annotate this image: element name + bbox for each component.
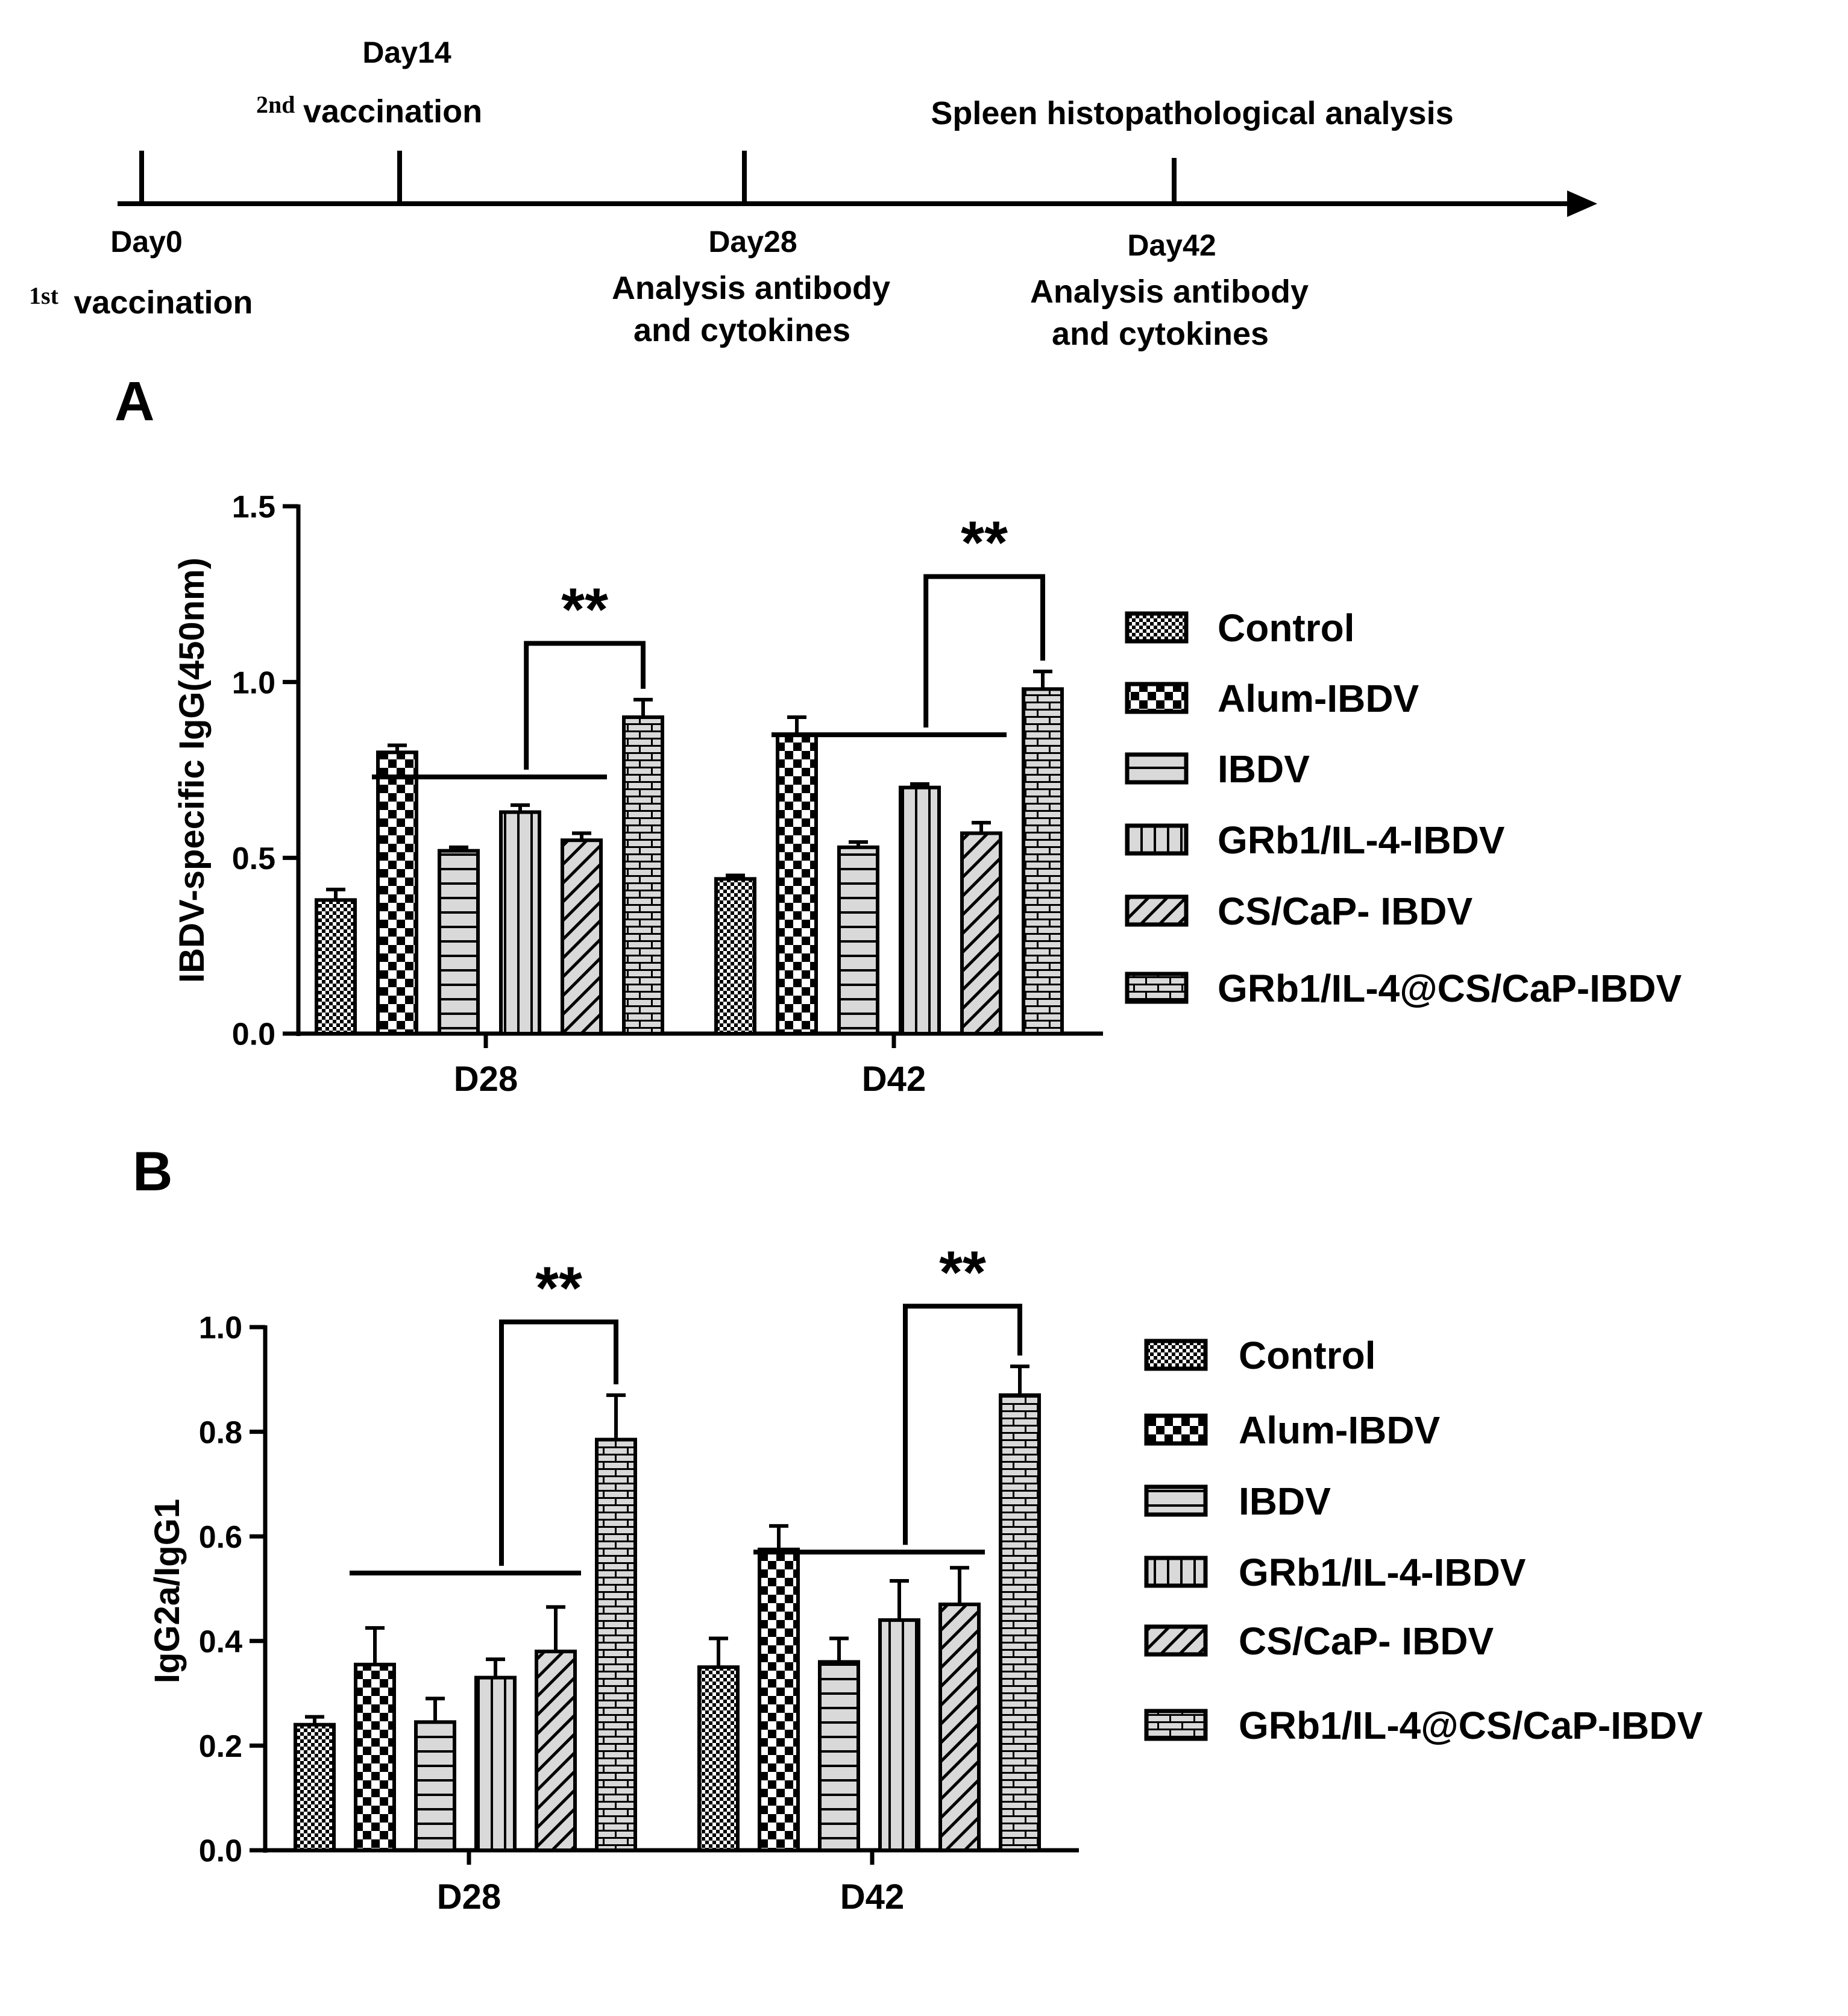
day14-label: Day14 [362, 36, 451, 69]
spleen-analysis-label: Spleen histopathological analysis [931, 95, 1453, 131]
chart-b-bar [294, 1722, 336, 1852]
chart-b-legend-label: Alum-IBDV [1239, 1408, 1441, 1452]
day42-label: Day42 [1127, 228, 1216, 262]
day14-superscript: 2nd [256, 91, 295, 118]
chart-a-legend-label: Alum-IBDV [1218, 677, 1419, 720]
chart-b-legend-swatch [1144, 1413, 1208, 1446]
chart-b-significance-label: ** [939, 1239, 986, 1306]
chart-a-bar [499, 810, 541, 1035]
chart-b-bar [878, 1618, 920, 1853]
chart-b-significance-label: ** [535, 1254, 582, 1322]
chart-b-legend-swatch [1144, 1709, 1208, 1741]
day14-vaccination: 2nd vaccination [256, 84, 482, 130]
chart-a-legend-swatch [1125, 823, 1189, 856]
chart-a-bar [1022, 687, 1064, 1036]
chart-a-legend-swatch [1125, 894, 1189, 927]
chart-b-bar [697, 1665, 740, 1852]
day0-superscript: 1st [29, 282, 59, 309]
chart-b: 0.0 0.2 0.4 0.6 0.8 1.0 IgG2a/IgG1 D28 D42 ** ** Co… [148, 1239, 1703, 1917]
chart-b-category-label: D42 [840, 1877, 904, 1917]
chart-b-y-label: IgG2a/IgG1 [148, 1499, 187, 1683]
chart-b-y-tick-label: 0.6 [199, 1520, 242, 1555]
day42-analysis-line1: Analysis antibody [1030, 274, 1309, 310]
chart-b-bar [354, 1662, 396, 1853]
chart-a-y-tick-label: 1.0 [232, 665, 275, 700]
chart-b-legend-swatch [1144, 1556, 1208, 1588]
chart-b-legend-swatch [1144, 1624, 1208, 1657]
chart-a-y-label: IBDV-specific IgG(450nm) [172, 557, 212, 983]
chart-b-legend-label: Control [1239, 1334, 1376, 1377]
chart-a-legend-swatch [1125, 752, 1189, 785]
day28-analysis-line2: and cytokines [633, 312, 850, 348]
panel-label-a: A [115, 371, 154, 432]
chart-a-category-label: D42 [862, 1060, 926, 1099]
chart-a-legend-label: IBDV [1218, 747, 1310, 791]
chart-a-legend-label: GRb1/IL-4-IBDV [1218, 818, 1505, 862]
chart-a-bar [714, 877, 756, 1036]
chart-a-bar [315, 898, 357, 1036]
chart-a-bar [561, 838, 603, 1035]
chart-a-y-tick-label: 0.0 [232, 1017, 275, 1052]
chart-b-legend-label: CS/CaP- IBDV [1239, 1619, 1494, 1663]
chart-a-y-tick-label: 1.5 [232, 490, 275, 525]
chart-b-legend-swatch [1144, 1484, 1208, 1517]
chart-a-legend-label: CS/CaP- IBDV [1218, 890, 1473, 933]
chart-b-y-tick-label: 0.0 [199, 1834, 242, 1869]
day28-label: Day28 [708, 225, 797, 259]
day0-vaccination: 1st vaccination [29, 275, 253, 321]
day28-analysis-line1: Analysis antibody [612, 270, 890, 306]
chart-a-bar [438, 849, 480, 1035]
chart-b-bar [818, 1660, 860, 1853]
chart-a-bar [899, 785, 941, 1035]
chart-a-significance-label: ** [561, 576, 608, 644]
chart-a-bar [622, 715, 664, 1035]
day0-label: Day0 [110, 225, 183, 259]
chart-a-category-label: D28 [454, 1060, 518, 1099]
chart-b-bar [999, 1393, 1041, 1853]
chart-b-significance-bracket [903, 1304, 1022, 1545]
chart-a-significance-bracket [923, 574, 1045, 728]
chart-b-y-tick-label: 1.0 [199, 1311, 242, 1346]
chart-a-bar [376, 750, 418, 1036]
chart-a-bar [837, 845, 879, 1036]
panel-label-b: B [133, 1141, 172, 1202]
chart-a-y-tick-label: 0.5 [232, 841, 275, 876]
chart-b-legend-label: GRb1/IL-4-IBDV [1239, 1551, 1526, 1594]
chart-b-legend-label: IBDV [1239, 1480, 1331, 1523]
chart-a-legend-label: Control [1218, 606, 1355, 650]
chart-b-category-label: D28 [437, 1877, 501, 1917]
chart-b-bar [474, 1675, 517, 1853]
chart-b-y-tick-label: 0.4 [199, 1625, 242, 1660]
chart-b-y-tick-label: 0.8 [199, 1415, 242, 1450]
chart-b-legend-label: GRb1/IL-4@CS/CaP-IBDV [1239, 1704, 1703, 1747]
timeline: Day0 1st vaccination Day14 2nd vaccinati… [29, 36, 1597, 352]
chart-b-bar [758, 1547, 800, 1852]
chart-a-legend-swatch [1125, 972, 1189, 1004]
chart-a-legend-label: GRb1/IL-4@CS/CaP-IBDV [1218, 967, 1682, 1010]
chart-b-bar [414, 1720, 456, 1853]
chart-a-legend-swatch [1125, 682, 1189, 714]
day14-vaccination-text: vaccination [303, 93, 482, 130]
timeline-arrowhead [1567, 190, 1597, 217]
chart-a-significance-bracket [524, 641, 646, 770]
chart-a-bar [960, 831, 1002, 1035]
chart-b-bar [595, 1437, 637, 1853]
chart-a-legend-swatch [1125, 611, 1189, 644]
chart-b-legend-swatch [1144, 1339, 1208, 1371]
chart-a-bar [776, 733, 818, 1035]
day42-analysis-line2: and cytokines [1052, 316, 1269, 352]
chart-b-bar [535, 1650, 577, 1852]
chart-a-significance-label: ** [961, 509, 1008, 577]
chart-b-bar [938, 1603, 981, 1853]
day0-vaccination-text: vaccination [74, 284, 253, 321]
chart-a: 0.0 0.5 1.0 1.5 IBDV-specific IgG(450nm) D28 D… [172, 490, 1682, 1099]
chart-b-y-tick-label: 0.2 [199, 1729, 242, 1764]
chart-b-significance-bracket [499, 1319, 618, 1566]
